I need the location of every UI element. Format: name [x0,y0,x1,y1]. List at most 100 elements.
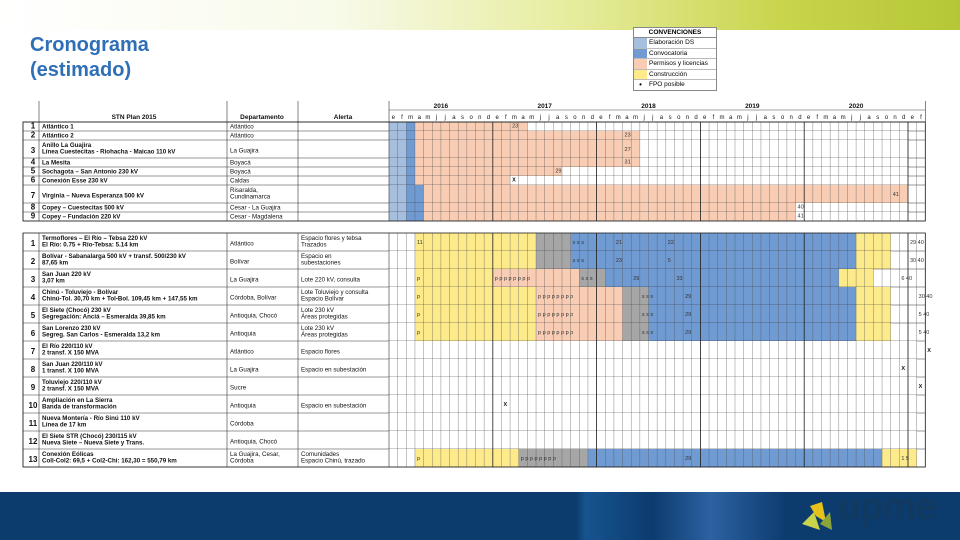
month-label: e [495,115,499,121]
header-gradient-band [0,0,960,30]
gantt-bar [414,122,528,131]
month-label: a [625,115,629,121]
cell-mark: 33 [676,276,682,282]
gantt-bar [389,305,415,323]
upme-logo-text: upme [838,486,936,528]
department-name: Risaralda, Cundinamarca [230,187,271,201]
project-name: Virginia – Nueva Esperanza 500 kV [42,193,145,200]
month-label: m [841,115,846,121]
gantt-bar [423,203,796,212]
month-label: j [651,115,653,121]
year-label: 2017 [537,103,552,110]
gantt-bar [389,251,415,269]
project-name: Termoflores – El Río – Tebsa 220 kV El Rí… [42,235,148,249]
month-label: j [850,115,852,121]
cell-mark: 40 [798,205,804,211]
row-number: 5 [31,166,36,175]
gantt-bar [795,203,908,212]
gantt-bar [622,287,649,305]
cell-mark: p [417,330,420,336]
gantt-bar [389,449,415,467]
department-name: La Guajira, Cesar, Córdoba [230,451,280,465]
project-name: Toluviejo 220/110 kV 2 transf. X 150 MVA [42,379,103,393]
cell-mark: X [919,384,923,390]
row-number: 7 [31,191,36,200]
gantt-bar [414,176,511,185]
department-name: Antioquia [230,403,256,410]
legend-item-convocatoria: Convocatoria [634,48,716,60]
project-name: El Río 220/110 kV 2 transf. X 150 MVA [42,343,99,357]
cell-mark: 31 [625,160,631,166]
department-name: La Guajira [230,148,259,155]
project-name: Sochagota – San Antonio 230 kV [42,168,139,175]
row-number: 8 [31,202,36,211]
cell-mark: 29 [685,312,691,318]
cell-mark: 23 [512,124,518,130]
month-label: o [573,115,577,121]
legend-header: CONVENCIONES [634,28,716,38]
gantt-bar [414,269,493,287]
cell-mark: 29 [685,294,691,300]
gantt-bar [570,233,857,251]
cell-mark: 5 40 [919,330,930,336]
gantt-bar [406,122,415,131]
month-label: e [599,115,603,121]
cell-mark: p [417,312,420,318]
month-label: o [677,115,681,121]
month-label: m [512,115,517,121]
project-name: Atlántico 2 [42,132,74,139]
cell-mark: 29 [555,169,561,175]
page-title: Cronograma (estimado) [30,34,149,81]
month-label: s [669,115,672,121]
legend-swatch [634,59,647,69]
gantt-bar [389,377,917,395]
month-label: d [487,115,490,121]
row-number: 4 [31,293,36,302]
cell-mark: 41 [893,192,899,198]
year-label: 2019 [745,103,760,110]
year-label: 2016 [434,103,449,110]
gantt-bar [389,233,415,251]
cell-mark: X [503,402,507,408]
alert-text: Comunidades Espacio Chinú, trazado [301,451,366,465]
cell-mark: p p p p p p p p [538,294,573,300]
department-name: Antioquia, Chocó [230,439,278,446]
month-label: s [876,115,879,121]
cell-mark: 5 40 [919,312,930,318]
project-name: Copey – Cuestecitas 500 kV [42,204,125,211]
project-name: San Juan 220 kV 3,07 km [42,271,92,285]
department-name: Antioquia [230,331,256,338]
project-name: Anillo La Guajira Línea Cuestecitas - Rio… [42,142,176,156]
month-label: s [461,115,464,121]
row-number: 3 [31,146,36,155]
month-label: a [521,115,525,121]
row-number: 11 [29,419,38,428]
row-number: 8 [31,365,36,374]
row-number: 6 [31,175,36,184]
department-name: Atlántico [230,349,254,356]
upme-logo: upme [796,486,946,538]
department-name: Bolívar [230,259,249,266]
month-label: s [565,115,568,121]
legend-swatch [634,38,647,48]
row-number: 9 [31,211,36,220]
legend-dot-icon: • [639,80,642,90]
month-label: f [609,115,611,121]
row-number: 2 [31,130,36,139]
alert-text: Espacio flores y tebsa Trazados [301,235,362,249]
month-label: m [720,115,725,121]
legend-item-fpo: • FPO posible [634,80,716,90]
project-name: Copey – Fundación 220 kV [42,213,121,220]
cell-mark: 6 40 [901,276,912,282]
gantt-bar [639,158,908,167]
gantt-bar [389,341,917,359]
cell-mark: X [901,366,905,372]
header-stn-plan: STN Plan 2015 [112,114,157,121]
gantt-bar [406,158,415,167]
alert-text: Lote 230 kV Áreas protegidas [301,307,348,321]
cell-mark: 41 [798,214,804,220]
cell-mark: p [417,294,420,300]
department-name: La Guajira [230,277,259,284]
row-number: 1 [31,239,36,248]
gantt-bar [389,269,415,287]
